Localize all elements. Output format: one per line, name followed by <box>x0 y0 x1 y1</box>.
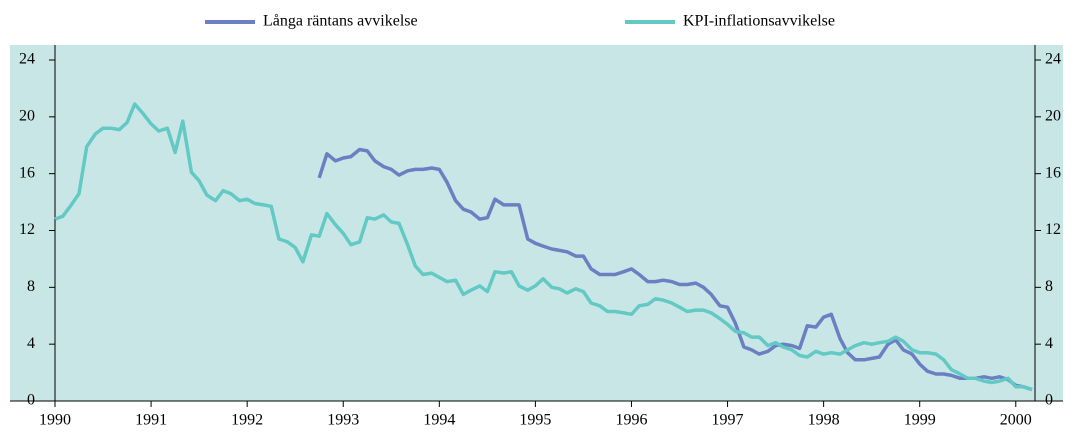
legend-label: KPI-inflationsavvikelse <box>683 13 835 30</box>
y-tick-label: 16 <box>1045 164 1061 181</box>
x-tick-label: 1997 <box>712 412 744 429</box>
x-tick-label: 1992 <box>231 412 263 429</box>
y-tick-label: 4 <box>27 335 35 352</box>
series-line <box>54 102 1033 392</box>
y-tick-label: 8 <box>1045 278 1053 295</box>
y-tick-label: 12 <box>19 221 35 238</box>
y-tick-label: 0 <box>1045 392 1053 409</box>
y-tick-label: 4 <box>1045 335 1053 352</box>
x-tick-label: 1998 <box>808 412 840 429</box>
plot-background <box>10 45 1063 401</box>
y-tick-label: 0 <box>27 392 35 409</box>
x-tick-label: 1993 <box>327 412 359 429</box>
y-tick-label: 24 <box>19 51 35 68</box>
y-tick-label: 20 <box>19 108 35 125</box>
y-tick-label: 12 <box>1045 221 1061 238</box>
x-tick-label: 2000 <box>1000 412 1032 429</box>
x-tick-label: 1990 <box>39 412 71 429</box>
x-tick-label: 1999 <box>904 412 936 429</box>
y-tick-label: 20 <box>1045 108 1061 125</box>
series-line <box>317 147 1033 392</box>
x-tick-label: 1996 <box>615 412 647 429</box>
x-tick-label: 1991 <box>135 412 167 429</box>
y-tick-label: 8 <box>27 278 35 295</box>
x-tick-label: 1995 <box>519 412 551 429</box>
y-tick-label: 16 <box>19 164 35 181</box>
y-tick-label: 24 <box>1045 51 1061 68</box>
x-tick-label: 1994 <box>423 412 455 429</box>
legend-label: Långa räntans avvikelse <box>263 13 418 30</box>
